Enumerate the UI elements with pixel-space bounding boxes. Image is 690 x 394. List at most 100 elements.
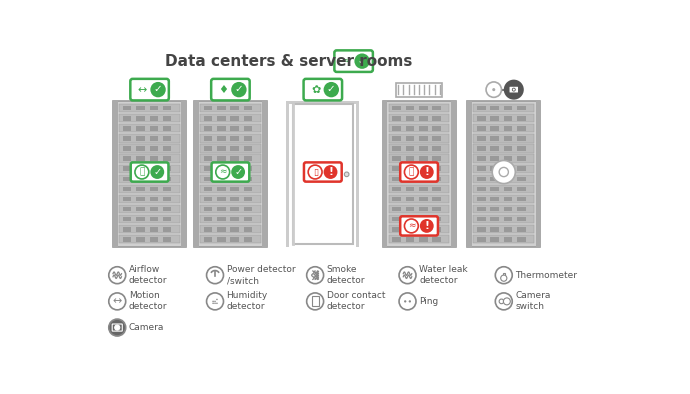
- Bar: [194, 101, 267, 247]
- Text: !: !: [424, 167, 429, 177]
- Bar: [433, 136, 441, 141]
- Circle shape: [420, 219, 434, 233]
- Text: Door contact
detector: Door contact detector: [326, 291, 385, 311]
- Text: Smoke
detector: Smoke detector: [326, 265, 365, 285]
- Circle shape: [399, 293, 416, 310]
- Circle shape: [404, 219, 418, 233]
- Bar: [477, 116, 486, 121]
- Bar: [113, 101, 118, 247]
- Bar: [382, 101, 387, 247]
- Bar: [419, 106, 428, 110]
- Bar: [473, 114, 534, 123]
- Bar: [419, 237, 428, 242]
- Bar: [136, 116, 145, 121]
- Text: ✓: ✓: [235, 84, 244, 94]
- Bar: [204, 126, 213, 131]
- Bar: [136, 166, 145, 171]
- Bar: [388, 175, 449, 183]
- Bar: [150, 136, 158, 141]
- Bar: [119, 175, 180, 183]
- Bar: [113, 101, 186, 247]
- Bar: [217, 197, 226, 201]
- Bar: [393, 106, 401, 110]
- Bar: [491, 166, 499, 171]
- Bar: [491, 197, 499, 201]
- Circle shape: [109, 267, 126, 284]
- Circle shape: [324, 165, 337, 179]
- FancyBboxPatch shape: [400, 162, 438, 182]
- Bar: [388, 195, 449, 203]
- Bar: [200, 225, 261, 233]
- Bar: [150, 187, 158, 191]
- Bar: [311, 296, 319, 307]
- Bar: [491, 187, 499, 191]
- Bar: [388, 104, 449, 112]
- Bar: [204, 237, 213, 242]
- Bar: [406, 177, 414, 181]
- Bar: [491, 126, 499, 131]
- Bar: [393, 146, 401, 151]
- Bar: [200, 235, 261, 243]
- Bar: [406, 126, 414, 131]
- FancyBboxPatch shape: [112, 324, 122, 331]
- Bar: [204, 227, 213, 232]
- Bar: [517, 126, 526, 131]
- Bar: [204, 146, 213, 151]
- Circle shape: [216, 303, 218, 304]
- Bar: [123, 227, 131, 232]
- Bar: [217, 136, 226, 141]
- Bar: [433, 146, 441, 151]
- Bar: [136, 237, 145, 242]
- Bar: [504, 217, 512, 221]
- Bar: [150, 177, 158, 181]
- Bar: [136, 217, 145, 221]
- Bar: [200, 195, 261, 203]
- Circle shape: [355, 54, 370, 69]
- Bar: [217, 227, 226, 232]
- Bar: [217, 187, 226, 191]
- Bar: [200, 154, 261, 163]
- Bar: [393, 237, 401, 242]
- Bar: [406, 197, 414, 201]
- Bar: [119, 205, 180, 213]
- Text: ✓: ✓: [327, 84, 335, 94]
- Bar: [217, 237, 226, 242]
- Circle shape: [492, 160, 515, 184]
- Bar: [163, 187, 171, 191]
- Bar: [204, 197, 213, 201]
- Bar: [504, 136, 512, 141]
- Text: ≈: ≈: [219, 167, 226, 177]
- Bar: [123, 237, 131, 242]
- Bar: [244, 187, 253, 191]
- Bar: [406, 217, 414, 221]
- Bar: [406, 116, 414, 121]
- Bar: [406, 237, 414, 242]
- Text: ✓: ✓: [154, 84, 162, 94]
- Bar: [123, 136, 131, 141]
- Bar: [388, 215, 449, 223]
- Bar: [393, 187, 401, 191]
- Bar: [200, 114, 261, 123]
- Circle shape: [216, 165, 230, 179]
- Bar: [204, 106, 213, 110]
- Bar: [230, 197, 239, 201]
- Bar: [388, 185, 449, 193]
- Text: !: !: [424, 221, 429, 231]
- FancyBboxPatch shape: [400, 216, 438, 236]
- Bar: [473, 154, 534, 163]
- Bar: [136, 197, 145, 201]
- Bar: [123, 197, 131, 201]
- Bar: [163, 126, 171, 131]
- Bar: [517, 177, 526, 181]
- Bar: [393, 217, 401, 221]
- Bar: [433, 207, 441, 211]
- Bar: [517, 197, 526, 201]
- Bar: [200, 144, 261, 152]
- Bar: [230, 207, 239, 211]
- Bar: [477, 177, 486, 181]
- Bar: [517, 166, 526, 171]
- Bar: [204, 217, 213, 221]
- Circle shape: [115, 325, 120, 330]
- Circle shape: [499, 167, 509, 177]
- Bar: [244, 116, 253, 121]
